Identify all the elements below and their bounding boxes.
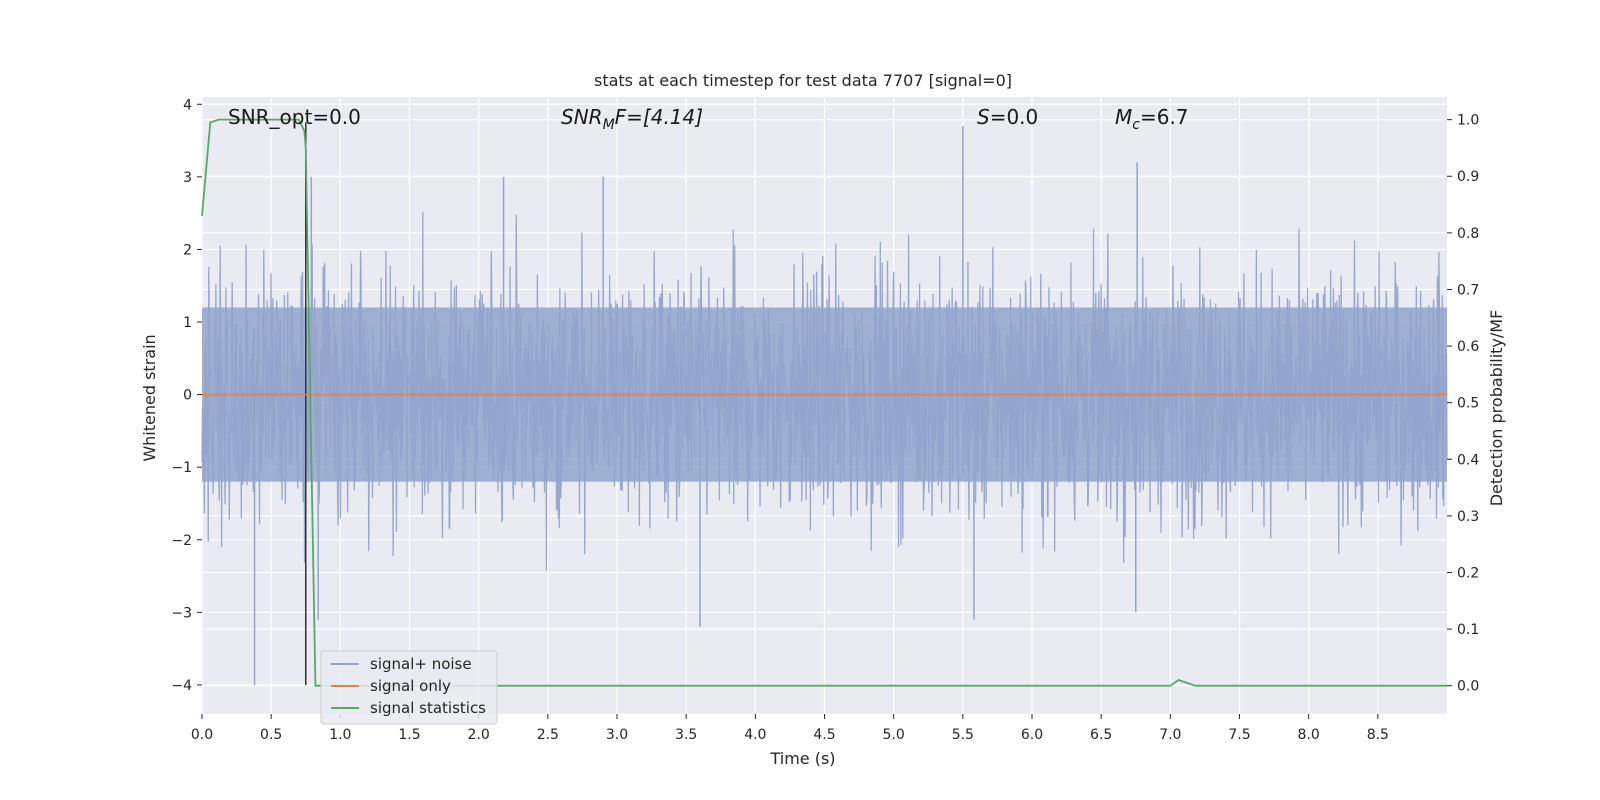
line-series — [201, 118, 1447, 687]
x-tick-label-0: 0.0 — [191, 727, 213, 743]
y-axis-left-label: Whitened strain — [140, 334, 159, 461]
y-right-tick-label-6: 0.6 — [1457, 339, 1479, 355]
y-right-tick-label-3: 0.3 — [1457, 509, 1479, 525]
x-tick-label-6: 3.0 — [606, 727, 628, 743]
annotation-mc-sub: c — [1132, 117, 1140, 133]
y-axis-right-label: Detection probability/MF — [1487, 310, 1506, 507]
x-tick-label-3: 1.5 — [398, 727, 420, 743]
y-right-tick-label-10: 1.0 — [1457, 113, 1479, 129]
x-axis: 0.0 0.5 1.0 1.5 2.0 2.5 3.0 3.5 4.0 4.5 5.0 5.5 6.0 6… — [191, 714, 1389, 743]
x-tick-label-4: 2.0 — [468, 727, 490, 743]
signal-statistics-line — [201, 118, 1447, 687]
x-tick-label-8: 4.0 — [744, 727, 766, 743]
x-tick-label-10: 5.0 — [883, 727, 905, 743]
x-tick-label-14: 7.0 — [1159, 727, 1181, 743]
annotation-s: S=0.0 — [977, 105, 1038, 129]
x-tick-label-9: 4.5 — [813, 727, 835, 743]
annotation-snr-opt: SNR_opt=0.0 — [228, 105, 361, 129]
legend-label-statistics: signal statistics — [370, 699, 486, 717]
y-left-tick-label-2: −2 — [171, 533, 192, 549]
y-axis-right: 0.0 0.1 0.2 0.3 0.4 0.5 0.6 0.7 0.8 0.9 1.0 — [1447, 113, 1479, 695]
y-right-tick-label-7: 0.7 — [1457, 282, 1479, 298]
y-right-tick-label-8: 0.8 — [1457, 226, 1479, 242]
x-tick-label-12: 6.0 — [1021, 727, 1043, 743]
x-tick-label-16: 8.0 — [1298, 727, 1320, 743]
x-axis-label: Time (s) — [769, 749, 835, 768]
legend-box — [320, 650, 498, 725]
y-left-tick-label-0: −4 — [171, 678, 192, 694]
y-left-tick-label-4: 0 — [183, 388, 192, 404]
x-tick-label-17: 8.5 — [1367, 727, 1389, 743]
y-left-tick-label-5: 1 — [183, 315, 192, 331]
annotation-snr-mf: SNRMF=[4.14] — [561, 105, 703, 133]
y-left-tick-label-1: −3 — [171, 605, 192, 621]
annotation-s-rest: =0.0 — [990, 105, 1039, 129]
legend-label-signal: signal only — [370, 677, 451, 695]
y-right-tick-label-1: 0.1 — [1457, 622, 1479, 638]
x-tick-label-11: 5.5 — [952, 727, 974, 743]
annotation-mc: Mc=6.7 — [1115, 105, 1189, 133]
annotation-snr-mf-rest: F=[4.14] — [615, 105, 703, 129]
legend-label-noise: signal+ noise — [370, 655, 472, 673]
y-left-tick-label-3: −1 — [171, 460, 192, 476]
x-tick-label-7: 3.5 — [675, 727, 697, 743]
y-right-tick-label-4: 0.4 — [1457, 452, 1479, 468]
y-right-tick-label-2: 0.2 — [1457, 565, 1479, 581]
y-right-tick-label-9: 0.9 — [1457, 169, 1479, 185]
x-tick-label-2: 1.0 — [329, 727, 351, 743]
y-right-tick-label-0: 0.0 — [1457, 679, 1479, 695]
x-tick-label-15: 7.5 — [1228, 727, 1250, 743]
x-tick-label-1: 0.5 — [260, 727, 282, 743]
annotation-mc-rest: =6.7 — [1140, 105, 1189, 129]
annotation-mc-var: M — [1115, 105, 1132, 129]
y-left-tick-label-8: 4 — [183, 97, 192, 113]
y-left-tick-label-7: 3 — [183, 170, 192, 186]
x-tick-label-5: 2.5 — [537, 727, 559, 743]
annotation-snr-mf-sub: M — [603, 117, 615, 133]
y-axis-left: −4 −3 −2 −1 0 1 2 3 4 — [171, 97, 202, 694]
legend: signal+ noise signal only signal statist… — [320, 650, 498, 725]
annotation-snr-mf-main: SNR — [561, 105, 603, 129]
annotation-s-var: S — [977, 105, 990, 129]
y-right-tick-label-5: 0.5 — [1457, 396, 1479, 412]
chart-title: stats at each timestep for test data 770… — [594, 71, 1012, 90]
x-tick-label-13: 6.5 — [1090, 727, 1112, 743]
y-left-tick-label-6: 2 — [183, 242, 192, 258]
